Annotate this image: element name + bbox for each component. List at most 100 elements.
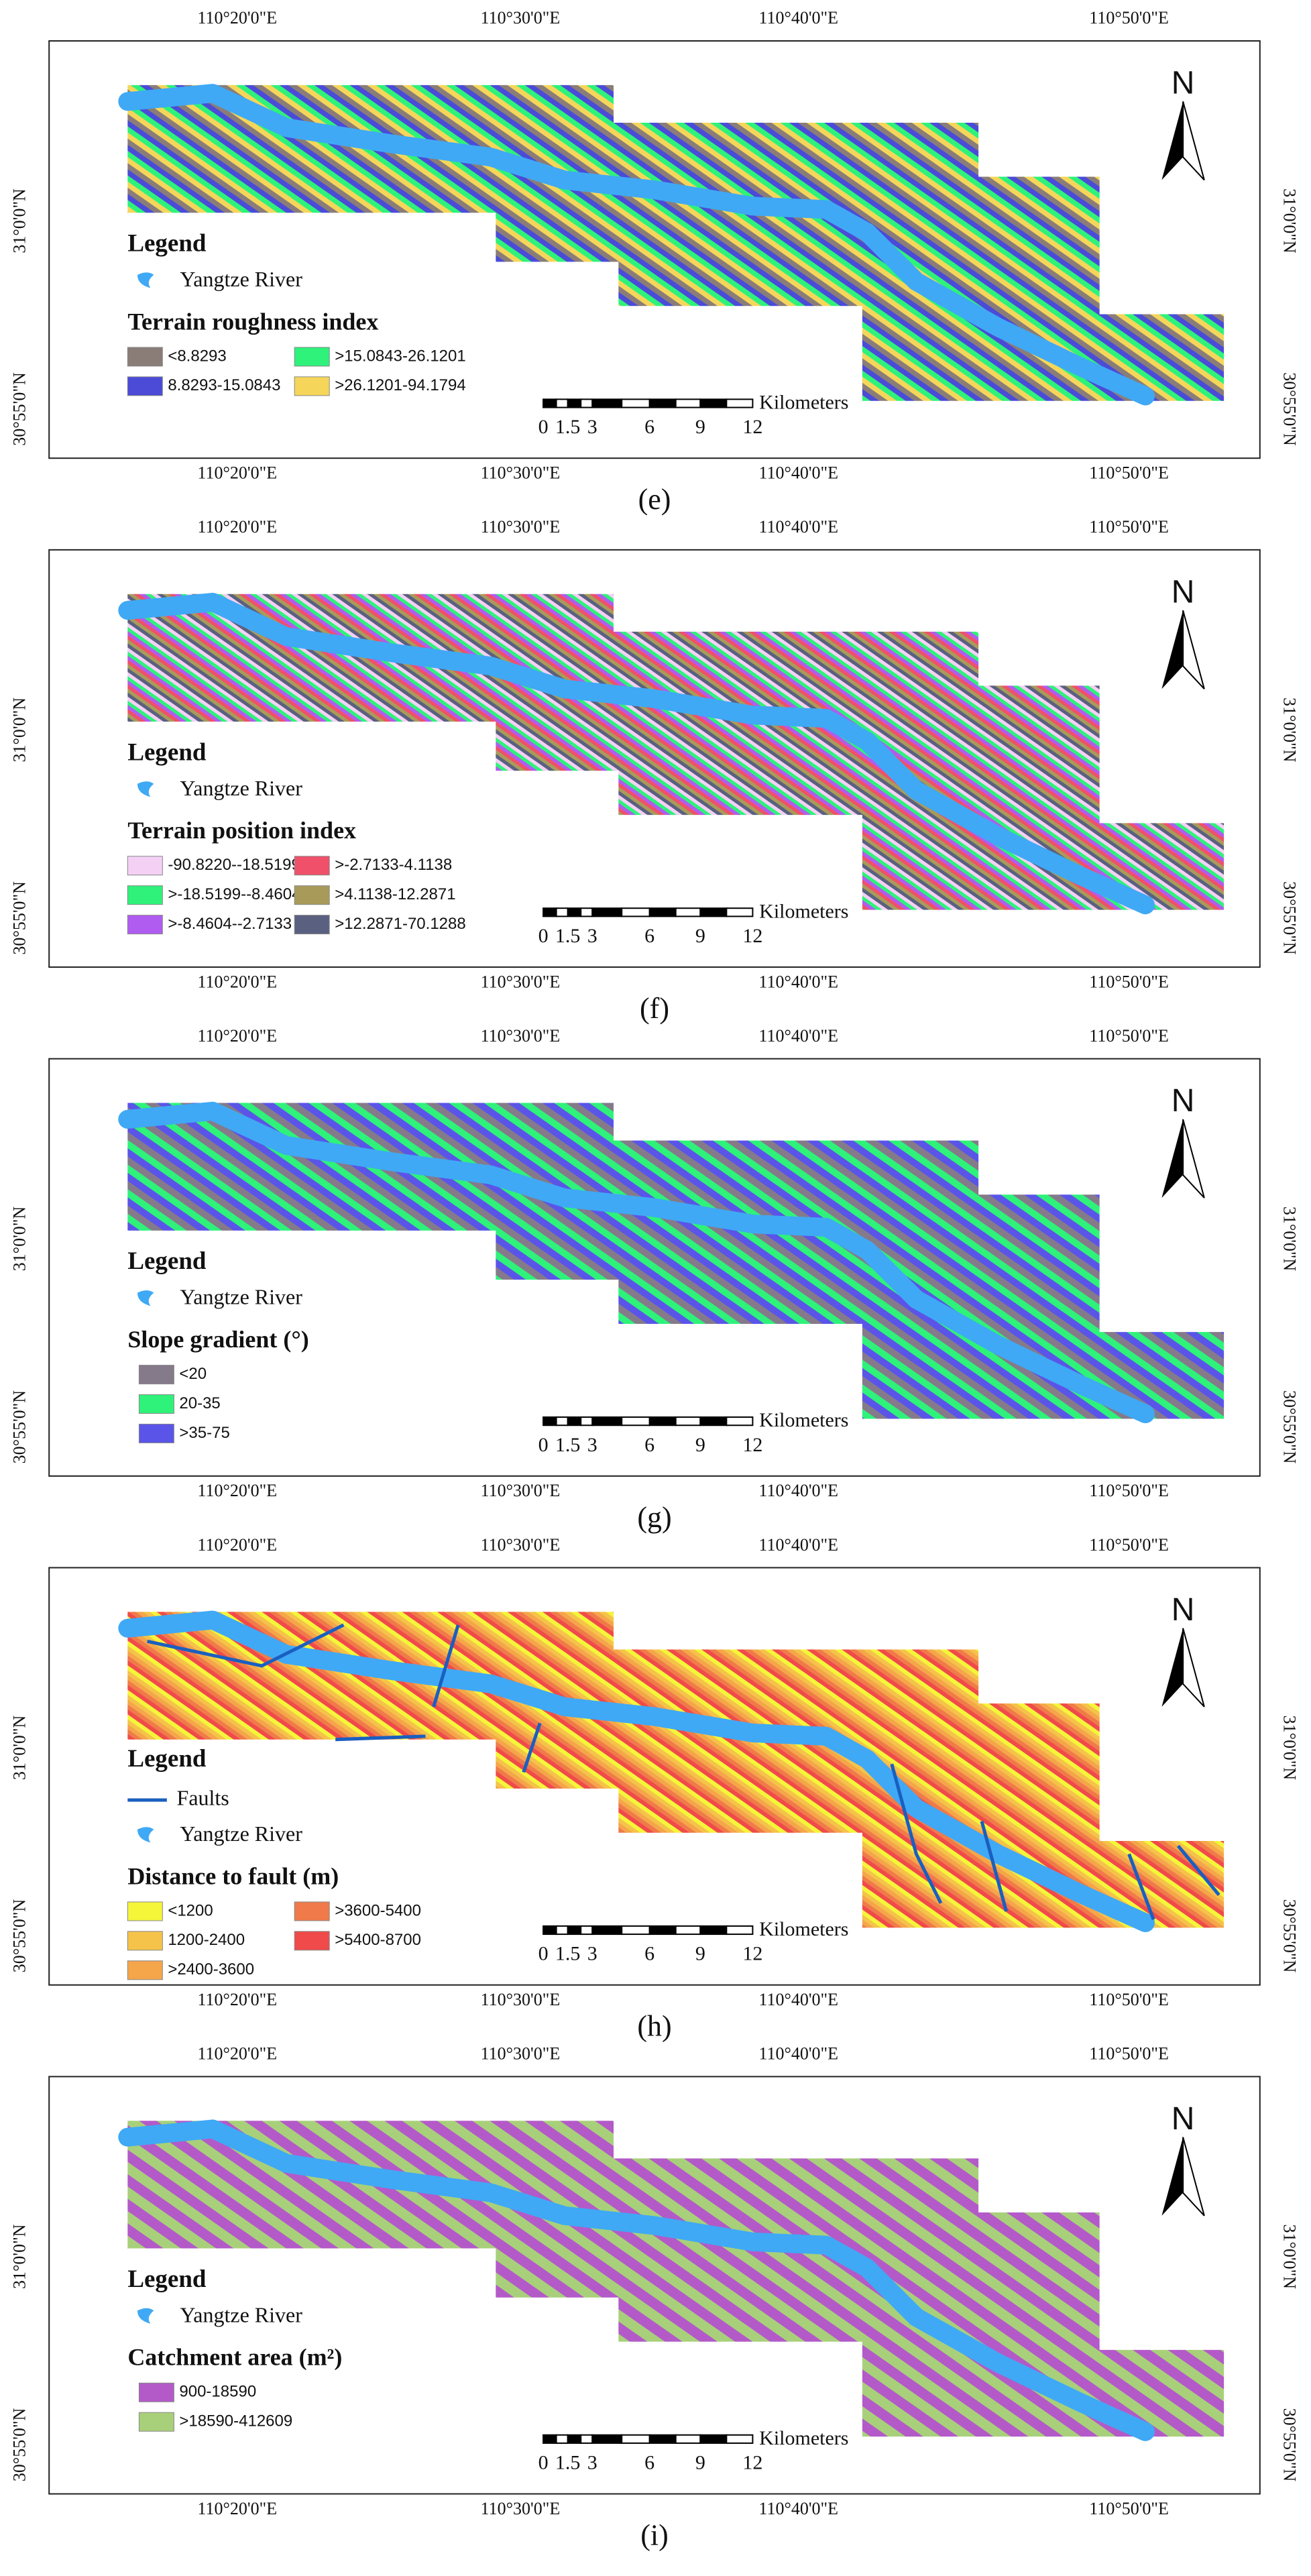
- scale-label: 9: [695, 1434, 705, 1456]
- scale-bar-segment: [648, 907, 677, 917]
- scale-bar-segment: [543, 398, 557, 408]
- legend-label: >26.1201-94.1794: [335, 376, 466, 394]
- longitude-label: 110°50'0"E: [1089, 1481, 1169, 1500]
- legend-label: >-2.7133-4.1138: [335, 856, 452, 874]
- longitude-label: 110°40'0"E: [758, 1481, 838, 1500]
- scale-bar-segment: [726, 1416, 754, 1426]
- legend-label: -90.8220--18.5199: [168, 856, 300, 874]
- scale-label: 9: [695, 925, 705, 947]
- fault-legend-label: Faults: [177, 1785, 229, 1809]
- scale-label: 0: [538, 2452, 549, 2474]
- fault-line: [147, 1623, 345, 1668]
- longitude-label: 110°30'0"E: [481, 1990, 561, 2009]
- longitude-label: 110°30'0"E: [481, 1481, 561, 1500]
- legend-label: >35-75: [179, 1424, 229, 1442]
- scale-bar-segment: [567, 1925, 582, 1936]
- scale-bar-segment: [555, 907, 569, 917]
- north-arrow: [1161, 610, 1184, 689]
- longitude-label: 110°50'0"E: [1089, 1026, 1169, 1046]
- legend-label: <20: [179, 1365, 207, 1383]
- longitude-label: 110°40'0"E: [758, 517, 838, 537]
- longitude-label: 110°40'0"E: [758, 2499, 838, 2518]
- legend-label: >4.1138-12.2871: [335, 885, 455, 903]
- scale-bar-segment: [648, 398, 677, 408]
- map-frame: [48, 2076, 1261, 2495]
- latitude-label: 31°0'0"N: [10, 697, 30, 763]
- longitude-label: 110°20'0"E: [197, 2044, 277, 2064]
- scale-label: 0: [538, 1434, 549, 1456]
- scale-bar-segment: [726, 2434, 754, 2444]
- scale-unit: Kilometers: [759, 392, 848, 414]
- latitude-label: 31°0'0"N: [1279, 1716, 1299, 1781]
- scale-unit: Kilometers: [759, 1918, 848, 1940]
- scale-unit: Kilometers: [759, 1409, 848, 1431]
- longitude-label: 110°50'0"E: [1089, 1990, 1169, 2009]
- longitude-label: 110°20'0"E: [197, 1990, 277, 2009]
- river-legend-icon: [137, 2308, 154, 2324]
- fault-line: [522, 1722, 542, 1773]
- legend-label: >-8.4604--2.7133: [168, 915, 292, 933]
- scale-label: 1.5: [555, 1943, 581, 1965]
- north-arrow: [1161, 101, 1184, 180]
- latitude-label: 30°55'0"N: [1279, 1390, 1299, 1464]
- river-legend-label: Yangtze River: [180, 267, 302, 291]
- latitude-label: 30°55'0"N: [1279, 1899, 1299, 1973]
- legend-swatch: [127, 1931, 163, 1951]
- legend-label: >2400-3600: [168, 1960, 254, 1978]
- legend-title: Legend: [127, 1745, 207, 1773]
- map-panel: 110°20'0"E 110°20'0"E 110°30'0"E 110°30'0"E…: [10, 517, 1300, 1025]
- latitude-label: 30°55'0"N: [10, 881, 30, 955]
- north-arrow: [1161, 1119, 1184, 1198]
- longitude-label: 110°20'0"E: [197, 517, 277, 537]
- latitude-label: 31°0'0"N: [1279, 188, 1299, 254]
- longitude-label: 110°50'0"E: [1089, 517, 1169, 537]
- panel-caption: (e): [638, 483, 671, 516]
- latitude-label: 30°55'0"N: [10, 2408, 30, 2481]
- scale-label: 3: [587, 1434, 597, 1456]
- yangtze-river: [118, 1610, 1155, 1932]
- scale-label: 3: [587, 2452, 597, 2474]
- map-frame: [48, 1058, 1261, 1477]
- legend-swatch: [138, 2382, 174, 2402]
- legend-swatch: [294, 1901, 330, 1921]
- scale-bar-segment: [699, 907, 728, 917]
- map-panel: 110°20'0"E 110°20'0"E 110°30'0"E 110°30'0"E…: [10, 8, 1300, 516]
- scale-bar-segment: [726, 398, 754, 408]
- north-arrow: [1182, 2137, 1205, 2217]
- scale-bar-segment: [591, 1925, 623, 1936]
- scale-bar-segment: [567, 907, 582, 917]
- legend-swatch: [294, 347, 330, 367]
- legend-heading: Distance to fault (m): [127, 1862, 339, 1889]
- legend-swatch: [127, 376, 163, 396]
- scale-label: 3: [587, 416, 597, 438]
- longitude-label: 110°40'0"E: [758, 1535, 838, 1555]
- north-label: N: [1172, 2101, 1195, 2137]
- scale-bar-segment: [699, 2434, 728, 2444]
- scale-bar-segment: [621, 1925, 650, 1936]
- scale-label: 12: [742, 2452, 762, 2474]
- scale-bar-segment: [591, 907, 623, 917]
- north-label: N: [1172, 66, 1195, 101]
- scale-bar-segment: [726, 1925, 754, 1936]
- longitude-label: 110°30'0"E: [481, 8, 561, 27]
- yangtze-river: [118, 2119, 1155, 2441]
- latitude-label: 31°0'0"N: [1279, 697, 1299, 763]
- scale-bar-segment: [555, 1416, 569, 1426]
- panel-caption: (h): [637, 2010, 671, 2043]
- scale-label: 9: [695, 416, 705, 438]
- longitude-label: 110°20'0"E: [197, 1535, 277, 1555]
- longitude-label: 110°40'0"E: [758, 1990, 838, 2009]
- legend-title: Legend: [127, 229, 207, 257]
- legend-swatch: [127, 856, 163, 876]
- scale-bar-segment: [567, 398, 582, 408]
- longitude-label: 110°30'0"E: [481, 463, 561, 483]
- legend-label: >12.2871-70.1288: [335, 915, 466, 933]
- legend-label: 8.8293-15.0843: [168, 376, 280, 394]
- legend-label: >18590-412609: [179, 2412, 292, 2430]
- scale-label: 6: [644, 2452, 654, 2474]
- scale-label: 12: [742, 1434, 762, 1456]
- legend-swatch: [127, 1960, 163, 1980]
- longitude-label: 110°50'0"E: [1089, 2044, 1169, 2064]
- longitude-label: 110°40'0"E: [758, 1026, 838, 1046]
- legend-swatch: [138, 1394, 174, 1414]
